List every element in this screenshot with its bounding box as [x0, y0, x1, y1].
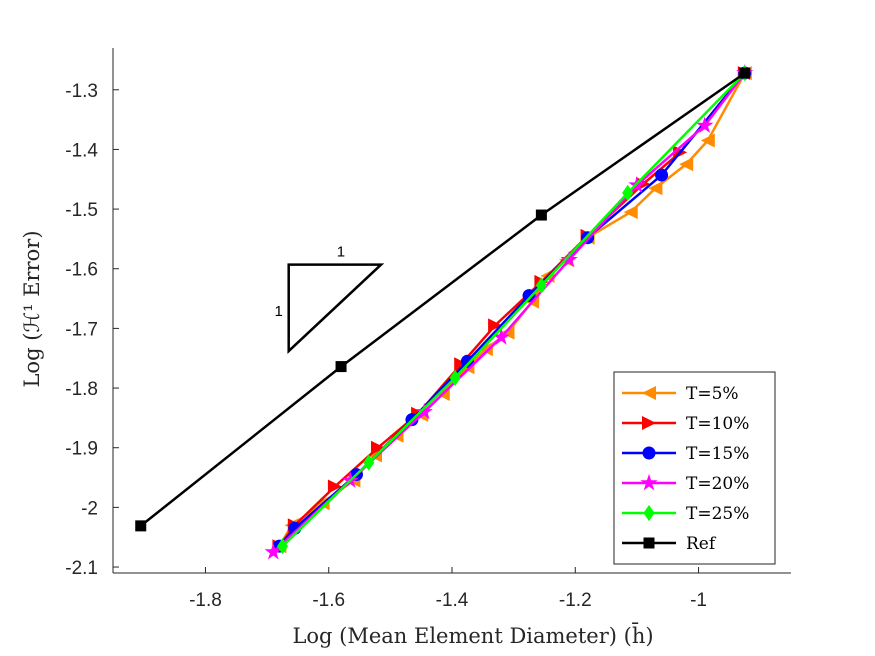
legend-swatch-marker — [642, 416, 656, 430]
slope-rise-label: 1 — [274, 303, 282, 320]
legend-label: Ref — [686, 534, 717, 554]
series-line — [281, 72, 746, 548]
data-point — [500, 325, 515, 340]
slope-triangle: 11 — [274, 244, 385, 354]
y-tick-label: -1.7 — [65, 319, 98, 340]
legend-item: Ref — [622, 534, 717, 554]
data-point — [363, 454, 375, 471]
legend-box — [613, 371, 776, 565]
y-tick-label: -2 — [81, 498, 98, 519]
y-tick-label: -1.8 — [65, 379, 98, 400]
legend-swatch-marker — [640, 473, 658, 491]
data-point — [335, 361, 347, 373]
legend-swatch-marker — [642, 446, 656, 460]
data-point — [535, 277, 547, 294]
series-line — [139, 72, 746, 527]
data-point — [454, 357, 469, 372]
legend-item: T=25% — [622, 504, 749, 524]
data-point — [488, 318, 503, 333]
data-point — [622, 184, 634, 202]
data-point — [535, 209, 547, 221]
x-tick-label: -1.2 — [559, 590, 592, 611]
x-tick-label: -1.4 — [436, 590, 469, 611]
legend-swatch-marker — [642, 386, 656, 400]
data-point — [700, 133, 715, 148]
data-point — [492, 328, 510, 345]
data-point — [655, 168, 669, 182]
legend-label: T=20% — [686, 474, 749, 494]
series-ref — [135, 67, 751, 532]
legend-item: T=15% — [622, 444, 749, 464]
data-point — [277, 538, 288, 555]
legend-label: T=5% — [686, 384, 739, 404]
y-tick-label: -1.9 — [65, 439, 98, 460]
y-axis-title: Log (ℋ¹ Error) — [20, 230, 44, 387]
data-point — [522, 289, 536, 303]
x-tick-label: -1.6 — [312, 590, 345, 611]
data-point — [623, 205, 638, 220]
slope-run-label: 1 — [337, 244, 345, 261]
legend-item: T=10% — [622, 414, 749, 434]
data-point — [449, 369, 461, 386]
legend-swatch-marker — [643, 504, 655, 522]
legend: T=5% T=10% T=15% T=20% T=25% Ref — [613, 371, 776, 565]
data-point — [371, 440, 385, 455]
y-tick-label: -1.5 — [65, 200, 98, 221]
y-tick-label: -1.4 — [65, 140, 98, 161]
axes: -1.8 -1.6 -1.4 -1.2 -1 -2.1 -2 -1.9 -1.8 -1.7 -1.6… — [65, 48, 791, 611]
legend-item: T=20% — [622, 473, 749, 494]
data-point — [696, 116, 714, 133]
data-point — [264, 543, 282, 560]
slope-triangle-shape — [287, 263, 385, 354]
x-axis-title: Log (Mean Element Diameter) (h̄) — [292, 622, 653, 648]
legend-label: T=10% — [686, 414, 749, 434]
series-group — [135, 64, 754, 560]
data-point — [560, 250, 578, 268]
y-tick-label: -1.6 — [65, 260, 98, 281]
data-point — [739, 67, 751, 79]
legend-item: T=5% — [622, 384, 739, 404]
x-tick-label: -1 — [690, 590, 707, 611]
data-point — [679, 157, 694, 172]
x-tick-label: -1.8 — [189, 590, 222, 611]
y-tick-label: -2.1 — [65, 558, 98, 579]
data-point — [478, 342, 493, 357]
legend-label: T=15% — [686, 444, 749, 464]
data-point — [415, 402, 433, 420]
data-point — [648, 181, 663, 196]
data-point — [327, 479, 342, 494]
data-point — [135, 520, 147, 532]
legend-label: T=25% — [686, 504, 749, 524]
data-point — [460, 354, 474, 368]
y-tick-label: -1.3 — [65, 81, 98, 102]
legend-swatch-marker — [643, 537, 655, 549]
